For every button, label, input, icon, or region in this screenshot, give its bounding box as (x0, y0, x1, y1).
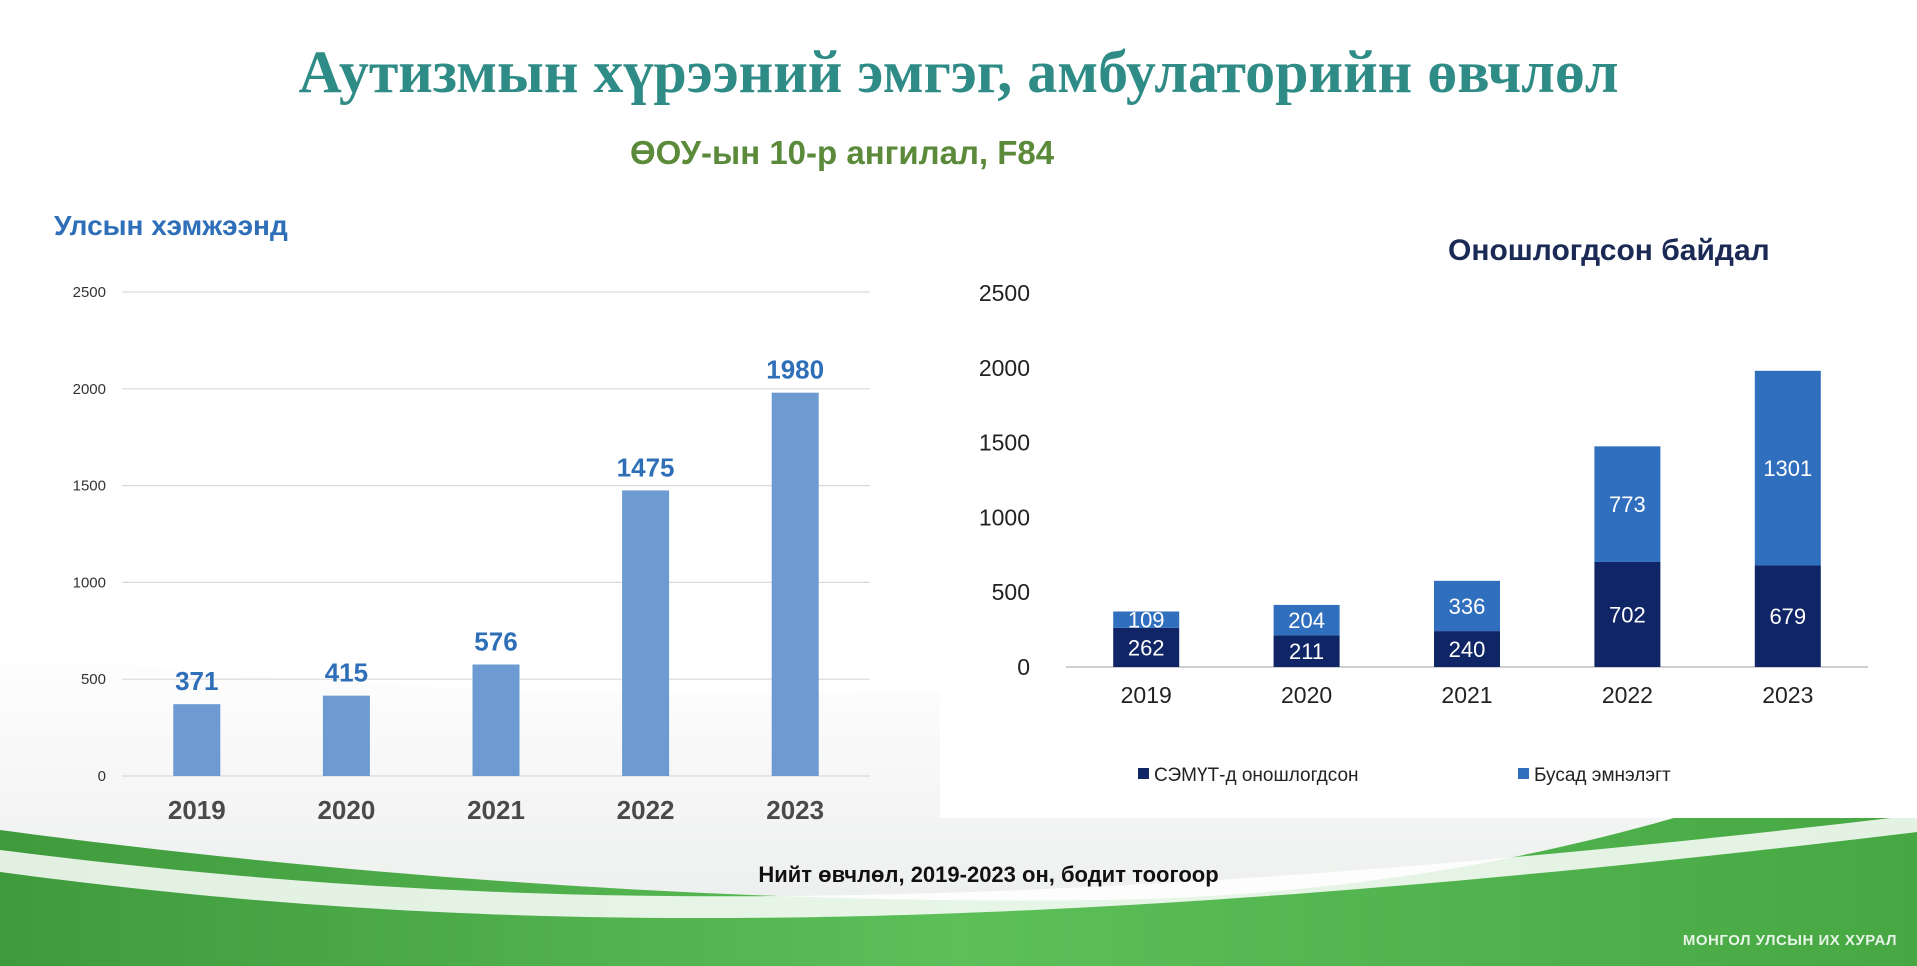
y-tick-label: 0 (98, 768, 106, 785)
brand-label: МОНГОЛ УЛСЫН ИХ ХУРАЛ (1682, 932, 1897, 949)
x-tick-label: 2019 (168, 795, 226, 825)
bar (622, 490, 670, 776)
data-label: 240 (1449, 637, 1486, 662)
x-tick-label: 2023 (766, 795, 824, 825)
stacked-bar-segment (1434, 580, 1500, 632)
y-tick-label: 2000 (73, 381, 106, 398)
data-label: 702 (1609, 602, 1646, 627)
x-tick-label: 2022 (1602, 682, 1653, 708)
x-tick-label: 2023 (1762, 682, 1813, 708)
bar (472, 664, 520, 776)
data-label: 109 (1128, 608, 1165, 633)
data-label: 371 (175, 666, 218, 696)
data-label: 262 (1128, 635, 1165, 660)
y-tick-label: 1500 (73, 478, 106, 495)
data-label: 1301 (1763, 456, 1812, 481)
x-tick-label: 2021 (1441, 682, 1492, 708)
y-tick-label: 2500 (979, 280, 1030, 306)
legend-swatch (1138, 768, 1149, 779)
page-title: Аутизмын хүрээний эмгэг, амбулаторийн өв… (298, 39, 1619, 105)
x-tick-label: 2019 (1121, 682, 1172, 708)
stacked-bar-segment (1754, 565, 1821, 667)
data-label: 1980 (766, 355, 824, 385)
footnote-text: Нийт өвчлөл, 2019-2023 он, бодит тоогоор (758, 862, 1219, 887)
y-tick-label: 2000 (979, 355, 1030, 381)
stacked-bar-segment (1273, 604, 1340, 636)
left-chart-heading: Улсын хэмжээнд (54, 210, 288, 241)
stacked-bar-segment (1113, 627, 1180, 667)
stacked-bar-segment (1434, 631, 1500, 667)
x-tick-label: 2020 (317, 795, 375, 825)
chart-footnote: Нийт өвчлөл, 2019-2023 он, бодит тоогоор (0, 862, 1917, 888)
bar (322, 695, 370, 776)
data-label: 415 (325, 658, 368, 688)
page-subtitle: ӨОУ-ын 10-р ангилал, F84 (630, 134, 1055, 171)
stacked-bar-segment (1273, 635, 1340, 667)
right-chart-panel (940, 248, 1917, 818)
data-label: 773 (1609, 492, 1646, 517)
data-label: 336 (1449, 594, 1486, 619)
y-tick-label: 0 (1017, 654, 1030, 680)
y-tick-label: 500 (81, 671, 106, 688)
data-label: 679 (1769, 604, 1806, 629)
stacked-bar-segment (1113, 611, 1180, 628)
stacked-bar-segment (1594, 561, 1661, 667)
stacked-bar-segment (1594, 446, 1661, 562)
white-swoosh (0, 815, 1917, 919)
x-tick-label: 2022 (617, 795, 675, 825)
legend-swatch (1518, 768, 1529, 779)
data-label: 211 (1289, 639, 1324, 664)
x-tick-label: 2020 (1281, 682, 1332, 708)
stacked-bar-segment (1754, 370, 1821, 566)
y-tick-label: 1000 (73, 574, 106, 591)
legend-label: СЭМҮТ-д оношлогдсон (1154, 765, 1359, 786)
data-label: 576 (474, 626, 517, 656)
right-chart-heading: Оношлогдсон байдал (1448, 234, 1770, 267)
x-tick-label: 2021 (467, 795, 525, 825)
data-label: 204 (1288, 608, 1325, 633)
bar (173, 704, 221, 776)
legend-label: Бусад эмнэлэгт (1534, 765, 1671, 786)
y-tick-label: 1000 (979, 504, 1030, 530)
y-tick-label: 2500 (73, 284, 106, 301)
y-tick-label: 1500 (979, 430, 1030, 456)
data-label: 1475 (617, 452, 675, 482)
bar (771, 392, 819, 776)
y-tick-label: 500 (992, 579, 1030, 605)
